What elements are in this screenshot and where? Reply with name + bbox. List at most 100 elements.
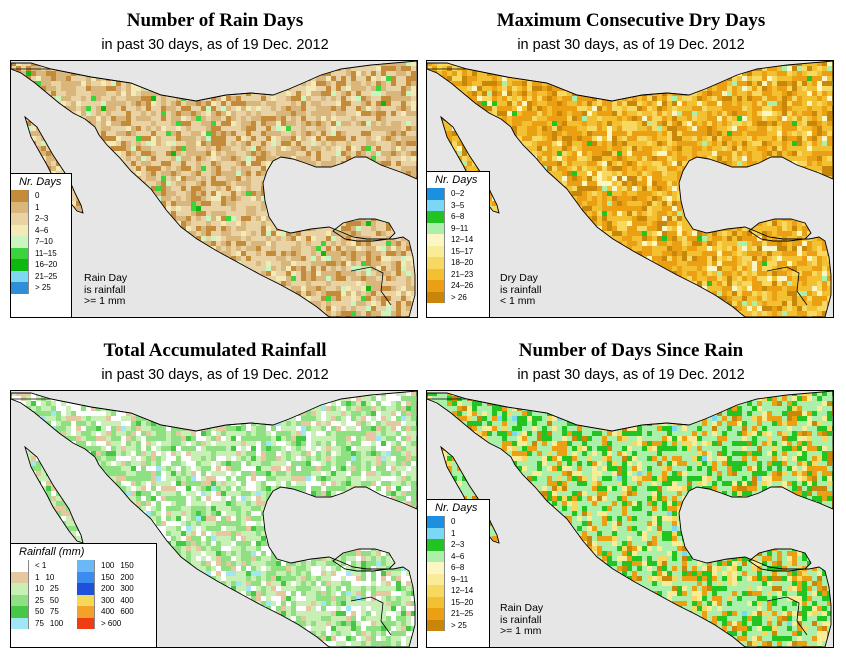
legend-item: 9–11 [427, 573, 489, 585]
legend-swatch [11, 571, 29, 583]
map-rain-days: Nr. Days 0 1 2–3 4–6 7–10 11–15 16–20 21… [10, 60, 418, 318]
legend-item: 100 150 [101, 561, 134, 571]
legend: Nr. Days 0–2 3–5 6–8 9–11 12–14 15–17 18… [427, 171, 490, 317]
legend-item: 1 [427, 527, 489, 539]
legend: Nr. Days 0 1 2–3 4–6 7–10 11–15 16–20 21… [11, 173, 72, 317]
map-canvas [11, 61, 417, 317]
legend-title: Nr. Days [435, 502, 478, 514]
legend-item: 6–8 [427, 211, 489, 223]
legend-item: 21–23 [427, 268, 489, 280]
map-max-dry-days: Nr. Days 0–2 3–5 6–8 9–11 12–14 15–17 18… [426, 60, 834, 318]
legend-item: 21–25 [427, 608, 489, 620]
legend-swatch [427, 199, 445, 211]
legend-item: 300 400 [101, 595, 134, 605]
coastline [748, 218, 812, 242]
legend-swatch [427, 516, 445, 528]
coastline [332, 548, 396, 572]
map-days-since-rain: Nr. Days 0 1 2–3 4–6 6–8 9–11 12–14 15–2… [426, 390, 834, 648]
legend-item: 18–20 [427, 257, 489, 269]
legend-item: 0 [11, 190, 71, 202]
legend-swatch [11, 594, 29, 606]
legend-swatch [427, 596, 445, 608]
legend-swatch [11, 617, 29, 629]
legend-item: 4–6 [11, 224, 71, 236]
legend-swatch [11, 190, 29, 202]
legend: Rainfall (mm) < 1 100 150 1 10 150 200 10 25… [11, 543, 157, 647]
coastline [11, 61, 417, 317]
legend-item: > 26 [427, 291, 489, 303]
panel-subtitle: in past 30 days, as of 19 Dec. 2012 [517, 37, 745, 53]
legend-item: 25 50 [35, 595, 59, 605]
coastline [427, 391, 833, 647]
legend-swatch [427, 562, 445, 574]
legend-item: 21–25 [11, 270, 71, 282]
legend-item: 150 200 [101, 572, 134, 582]
panel-title: Number of Days Since Rain [518, 340, 744, 361]
legend-swatch [427, 527, 445, 539]
legend-swatch [77, 606, 95, 618]
legend-swatch [427, 234, 445, 246]
legend-swatch [427, 188, 445, 200]
map-total-rainfall: Rainfall (mm) < 1 100 150 1 10 150 200 10 25… [10, 390, 418, 648]
legend-title: Nr. Days [435, 174, 478, 186]
legend-swatch [427, 585, 445, 597]
legend-title: Nr. Days [19, 176, 62, 188]
legend-swatch [11, 247, 29, 259]
legend-swatch [11, 606, 29, 618]
coastline [440, 445, 500, 544]
panel-title: Number of Rain Days [126, 10, 304, 31]
legend-item: 15–17 [427, 245, 489, 257]
legend-item: 1 10 [35, 572, 55, 582]
legend-swatch [77, 560, 95, 572]
legend-swatch [11, 560, 29, 572]
legend-item: 0 [427, 516, 489, 528]
legend-item: 15–20 [427, 596, 489, 608]
legend-swatch [11, 213, 29, 225]
coastline [427, 61, 833, 317]
legend-swatch [11, 224, 29, 236]
legend-item: 1 [11, 201, 71, 213]
legend-title: Rainfall (mm) [19, 546, 85, 558]
legend-swatch [77, 594, 95, 606]
legend-item: 16–20 [11, 259, 71, 271]
definition-note: Rain Day is rainfall >= 1 mm [500, 602, 544, 637]
legend-item: 24–26 [427, 280, 489, 292]
legend-item: > 25 [11, 282, 71, 294]
legend-swatch [77, 571, 95, 583]
coastline [748, 548, 812, 572]
legend-swatch [427, 619, 445, 631]
legend-swatch [427, 608, 445, 620]
panel-total-rainfall: Total Accumulated Rainfall in past 30 da… [10, 330, 420, 650]
legend-item: 6–8 [427, 562, 489, 574]
legend-item: 12–14 [427, 234, 489, 246]
country-border [427, 398, 808, 636]
definition-note: Rain Day is rainfall >= 1 mm [84, 272, 128, 307]
legend-swatch [427, 211, 445, 223]
legend-swatch [11, 201, 29, 213]
legend-swatch [427, 550, 445, 562]
legend-item: 50 75 [35, 607, 59, 617]
panel-days-since-rain: Number of Days Since Rain in past 30 day… [426, 330, 836, 650]
panel-title: Maximum Consecutive Dry Days [496, 10, 766, 31]
panel-subtitle: in past 30 days, as of 19 Dec. 2012 [101, 367, 329, 383]
legend-swatch [427, 245, 445, 257]
legend-item: > 600 [101, 618, 122, 628]
country-border [11, 68, 392, 306]
legend: Nr. Days 0 1 2–3 4–6 6–8 9–11 12–14 15–2… [427, 499, 490, 647]
panel-title: Total Accumulated Rainfall [103, 340, 327, 361]
legend-swatch [11, 270, 29, 282]
legend-item: 3–5 [427, 199, 489, 211]
legend-item: 12–14 [427, 585, 489, 597]
definition-note: Dry Day is rainfall < 1 mm [500, 272, 542, 307]
legend-item: 2–3 [427, 539, 489, 551]
legend-item: 0–2 [427, 188, 489, 200]
legend-item: 4–6 [427, 550, 489, 562]
legend-item: 400 600 [101, 607, 134, 617]
legend-swatch [11, 282, 29, 294]
country-border [11, 398, 392, 636]
legend-swatch [77, 583, 95, 595]
legend-swatch [427, 539, 445, 551]
coastline [440, 115, 500, 214]
panel-rain-days: Number of Rain Days in past 30 days, as … [10, 0, 420, 320]
panel-subtitle: in past 30 days, as of 19 Dec. 2012 [101, 37, 329, 53]
